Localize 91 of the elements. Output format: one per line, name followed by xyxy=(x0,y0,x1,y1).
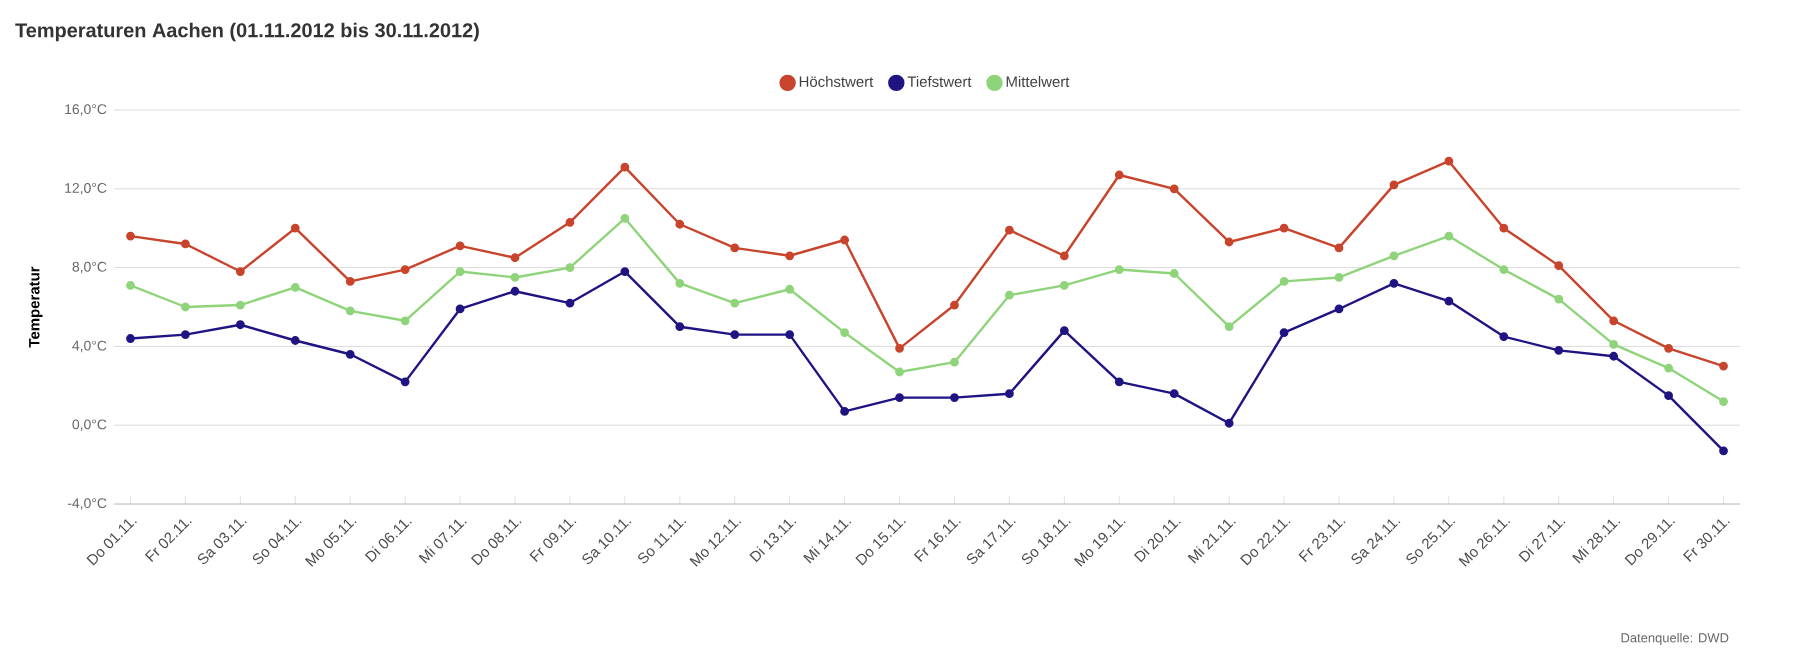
point xyxy=(675,322,685,332)
point xyxy=(455,241,465,251)
point xyxy=(1059,280,1069,290)
point xyxy=(1389,278,1399,288)
point xyxy=(455,304,465,314)
point xyxy=(1609,340,1619,349)
point xyxy=(1059,251,1069,261)
point xyxy=(730,243,740,253)
point xyxy=(290,336,300,345)
point xyxy=(1334,273,1344,282)
point xyxy=(1334,243,1344,253)
point xyxy=(1224,418,1234,428)
point xyxy=(620,162,630,172)
point xyxy=(895,367,904,377)
point xyxy=(1389,251,1399,261)
point xyxy=(510,273,520,282)
point xyxy=(620,213,630,223)
point xyxy=(1005,389,1014,399)
point xyxy=(840,328,849,337)
point xyxy=(1005,225,1014,235)
point xyxy=(730,330,740,339)
point xyxy=(181,330,190,339)
point xyxy=(1719,446,1728,456)
point xyxy=(126,280,135,290)
point xyxy=(675,219,685,229)
point xyxy=(1554,294,1564,304)
point xyxy=(950,300,959,310)
point xyxy=(1499,332,1509,341)
point xyxy=(785,330,795,339)
point xyxy=(1444,156,1454,166)
point xyxy=(1279,276,1289,286)
point xyxy=(565,217,575,227)
point xyxy=(1609,351,1619,361)
point xyxy=(1279,328,1289,337)
point xyxy=(950,357,959,367)
point xyxy=(510,286,520,296)
point xyxy=(1224,237,1234,247)
point xyxy=(840,407,849,416)
point xyxy=(1664,391,1673,401)
point xyxy=(785,251,795,261)
point xyxy=(1169,184,1179,194)
point xyxy=(1005,290,1014,300)
point xyxy=(895,393,904,403)
point xyxy=(455,267,465,276)
point xyxy=(1664,343,1673,353)
point xyxy=(181,239,190,249)
point xyxy=(1389,180,1399,190)
point xyxy=(1114,377,1124,387)
point xyxy=(1554,345,1564,355)
point xyxy=(1224,322,1234,332)
point xyxy=(1664,363,1673,373)
point xyxy=(1444,231,1454,241)
point xyxy=(1444,296,1454,306)
point xyxy=(840,235,849,245)
point xyxy=(565,263,575,272)
point xyxy=(1279,223,1289,233)
point xyxy=(1114,170,1124,180)
point xyxy=(895,343,904,353)
point xyxy=(1719,397,1728,406)
point xyxy=(510,253,520,263)
point xyxy=(1169,269,1179,278)
point xyxy=(950,393,959,403)
point xyxy=(126,334,135,343)
point xyxy=(730,298,740,308)
point xyxy=(620,267,630,276)
point xyxy=(400,316,410,326)
point xyxy=(235,320,245,330)
point xyxy=(785,284,795,294)
point xyxy=(235,267,245,276)
point xyxy=(1114,265,1124,274)
point xyxy=(675,278,685,288)
point xyxy=(1499,265,1509,274)
point xyxy=(565,298,575,308)
point xyxy=(1499,223,1509,233)
point xyxy=(1554,261,1564,271)
point xyxy=(345,349,355,359)
point xyxy=(290,223,300,233)
point xyxy=(345,306,355,316)
point xyxy=(1609,316,1619,326)
point xyxy=(126,231,135,241)
point xyxy=(235,300,245,310)
point xyxy=(400,265,410,274)
point xyxy=(1059,326,1069,336)
point xyxy=(1169,389,1179,399)
point xyxy=(345,276,355,286)
point xyxy=(400,377,410,387)
point xyxy=(290,282,300,292)
point xyxy=(181,302,190,312)
point xyxy=(1334,304,1344,314)
chart-title: Temperaturen Aachen (01.11.2012 bis 30.11.2012) xyxy=(15,22,479,42)
point xyxy=(1719,361,1728,371)
